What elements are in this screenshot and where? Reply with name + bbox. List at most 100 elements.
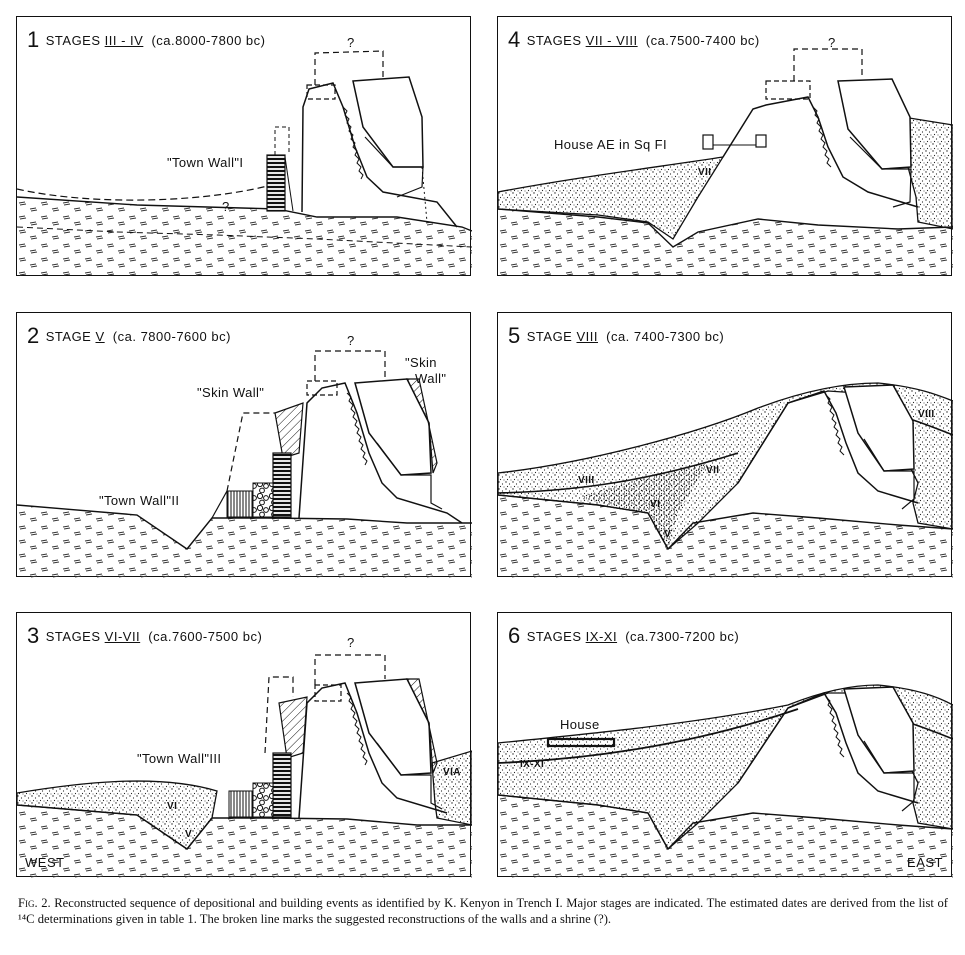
- label-skin-wall-left: "Skin Wall": [197, 385, 265, 400]
- layer-line-viii: [498, 452, 739, 494]
- deposit-fill: [498, 156, 725, 240]
- section-diagram-1: [17, 50, 472, 277]
- label-question-top: ?: [347, 333, 355, 348]
- caption-text: Reconstructed sequence of depositional a…: [18, 896, 948, 926]
- dotted-line: [421, 166, 428, 223]
- label-via: VIA: [443, 767, 461, 778]
- tower-serration: [812, 106, 832, 168]
- stair-lines: [849, 136, 912, 208]
- layer-line-ix: [498, 708, 799, 764]
- label-house-ae: House AE in Sq FI: [554, 137, 668, 152]
- stage-prefix: STAGES: [526, 33, 582, 48]
- stage-prefix: STAGES: [45, 629, 101, 644]
- label-viii-left: VIII: [578, 475, 595, 486]
- town-wall-II-rubble: [252, 482, 274, 518]
- section-diagram-4: [498, 48, 953, 277]
- skin-wall-left: [278, 696, 308, 759]
- tower-cap-dashed: [765, 80, 811, 100]
- stage-prefix: STAGE: [526, 329, 573, 344]
- panel-heading: 2 STAGE V (ca. 7800-7600 bc): [27, 323, 231, 349]
- label-question-mid: ?: [222, 199, 230, 214]
- layer-line-right: [909, 418, 953, 436]
- label-west: WEST: [25, 855, 65, 870]
- panel-number: 3: [27, 623, 40, 648]
- label-vi: VI: [650, 499, 661, 510]
- stage-roman: IX-XI: [585, 629, 618, 644]
- town-wall-III-fill: [228, 790, 254, 818]
- label-layer-vii: VII: [698, 167, 712, 178]
- stage-prefix: STAGES: [45, 33, 101, 48]
- town-wall-II-fill: [226, 490, 254, 518]
- stage-roman: III - IV: [104, 33, 144, 48]
- label-question-top: ?: [347, 635, 355, 650]
- stair-lines: [376, 742, 443, 810]
- stage-dates: (ca.8000-7800 bc): [151, 33, 266, 48]
- label-question-top: ?: [828, 35, 836, 50]
- boulder: [843, 686, 915, 774]
- town-wall-III-brick: [272, 752, 292, 818]
- reconstruction-dash: [17, 181, 283, 201]
- shrine-dashed: [314, 654, 386, 685]
- bedrock-lower-dash: [17, 226, 472, 248]
- tower-serration: [342, 106, 364, 180]
- label-v: V: [185, 829, 193, 840]
- label-v: V: [664, 529, 672, 540]
- stage-dates: (ca. 7400-7300 bc): [606, 329, 725, 344]
- section-diagram-5: [498, 382, 953, 578]
- bedrock-surface: [498, 794, 953, 851]
- stair-lines: [376, 442, 443, 510]
- bedrock-band: [17, 505, 472, 578]
- panel-stage-4: 4 STAGES VII - VIII (ca.7500-7400 bc) ? H…: [497, 16, 953, 277]
- town-wall-I: [266, 154, 286, 212]
- label-town-wall: "Town Wall"III: [137, 751, 222, 766]
- panel-number: 2: [27, 323, 40, 348]
- label-question-top: ?: [347, 35, 355, 50]
- bedrock-surface: [17, 504, 472, 550]
- panel-stage-1: 1 STAGES III - IV (ca.8000-7800 bc) ? "To…: [16, 16, 472, 277]
- panel-number: 6: [508, 623, 521, 648]
- reconstruction-dash: [226, 412, 275, 492]
- panel-heading: 1 STAGES III - IV (ca.8000-7800 bc): [27, 27, 265, 53]
- bedrock-band: [498, 209, 953, 277]
- bedrock-surface: [498, 494, 953, 551]
- town-wall-III-rubble: [252, 782, 274, 818]
- bedrock-surface: [17, 196, 472, 232]
- house-ae-right: [755, 134, 767, 148]
- stage-roman: VI-VII: [104, 629, 141, 644]
- stage-roman: V: [95, 329, 105, 344]
- house-structure: [546, 737, 616, 748]
- boulder: [843, 384, 915, 472]
- label-town-wall: "Town Wall"II: [99, 493, 180, 508]
- stair-lines: [863, 740, 915, 812]
- section-diagram-3: [17, 654, 472, 878]
- panel-stage-6: 6 STAGES IX-XI (ca.7300-7200 bc) House IX…: [497, 612, 953, 878]
- tower: [722, 96, 919, 208]
- stage-roman: VIII: [576, 329, 598, 344]
- shrine-dashed: [314, 50, 384, 85]
- panel-heading: 6 STAGES IX-XI (ca.7300-7200 bc): [508, 623, 739, 649]
- panel-heading: 4 STAGES VII - VIII (ca.7500-7400 bc): [508, 27, 760, 53]
- tower-serration: [825, 696, 845, 758]
- label-ix-xi: IX-XI: [520, 759, 545, 770]
- label-vii: VII: [706, 465, 720, 476]
- bedrock-band: [498, 795, 953, 878]
- label-east: EAST: [907, 855, 943, 870]
- skin-wall-left: [274, 402, 304, 459]
- tower-serration: [346, 692, 368, 766]
- panel-stage-2: 2 STAGE V (ca. 7800-7600 bc) ? "Skin Wall…: [16, 312, 472, 578]
- shrine-dashed: [793, 48, 863, 81]
- panel-stage-5: 5 STAGE VIII (ca. 7400-7300 bc) VIII VIII…: [497, 312, 953, 578]
- bedrock-surface: [498, 208, 953, 248]
- stair-lines: [863, 438, 915, 510]
- town-wall-II-brick: [272, 452, 292, 518]
- label-vi: VI: [167, 801, 178, 812]
- deposit-dense: [578, 463, 708, 549]
- section-diagram-2: [17, 350, 472, 578]
- tower-cap-dashed: [306, 84, 336, 100]
- bedrock-band: [17, 197, 472, 277]
- panel-number: 1: [27, 27, 40, 52]
- label-viii-right: VIII: [918, 409, 935, 420]
- layer-line-right: [909, 722, 953, 740]
- stage-dates: (ca.7600-7500 bc): [148, 629, 263, 644]
- label-skin-wall-right-2: Wall": [415, 371, 447, 386]
